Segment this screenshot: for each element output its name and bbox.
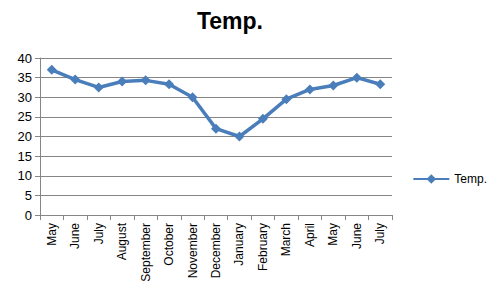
svg-text:20: 20 bbox=[18, 129, 32, 144]
svg-text:10: 10 bbox=[18, 168, 32, 183]
svg-text:February: February bbox=[256, 223, 270, 271]
svg-text:0: 0 bbox=[25, 208, 32, 223]
svg-text:June: June bbox=[68, 223, 82, 249]
svg-text:May: May bbox=[45, 223, 59, 246]
svg-text:35: 35 bbox=[18, 70, 32, 85]
svg-text:Temp.: Temp. bbox=[454, 172, 487, 186]
svg-text:March: March bbox=[279, 223, 293, 256]
svg-text:October: October bbox=[162, 223, 176, 266]
svg-text:December: December bbox=[209, 223, 223, 278]
svg-text:40: 40 bbox=[18, 51, 32, 66]
svg-text:January: January bbox=[232, 223, 246, 266]
svg-text:April: April bbox=[303, 223, 317, 247]
svg-text:25: 25 bbox=[18, 109, 32, 124]
svg-text:30: 30 bbox=[18, 90, 32, 105]
svg-text:August: August bbox=[115, 222, 129, 260]
svg-text:15: 15 bbox=[18, 149, 32, 164]
svg-text:May: May bbox=[326, 223, 340, 246]
svg-text:November: November bbox=[186, 223, 200, 278]
svg-text:Temp.: Temp. bbox=[197, 8, 263, 34]
svg-text:June: June bbox=[350, 223, 364, 249]
svg-text:5: 5 bbox=[25, 188, 32, 203]
svg-text:September: September bbox=[139, 223, 153, 282]
svg-text:July: July bbox=[92, 223, 106, 244]
svg-text:July: July bbox=[373, 223, 387, 244]
